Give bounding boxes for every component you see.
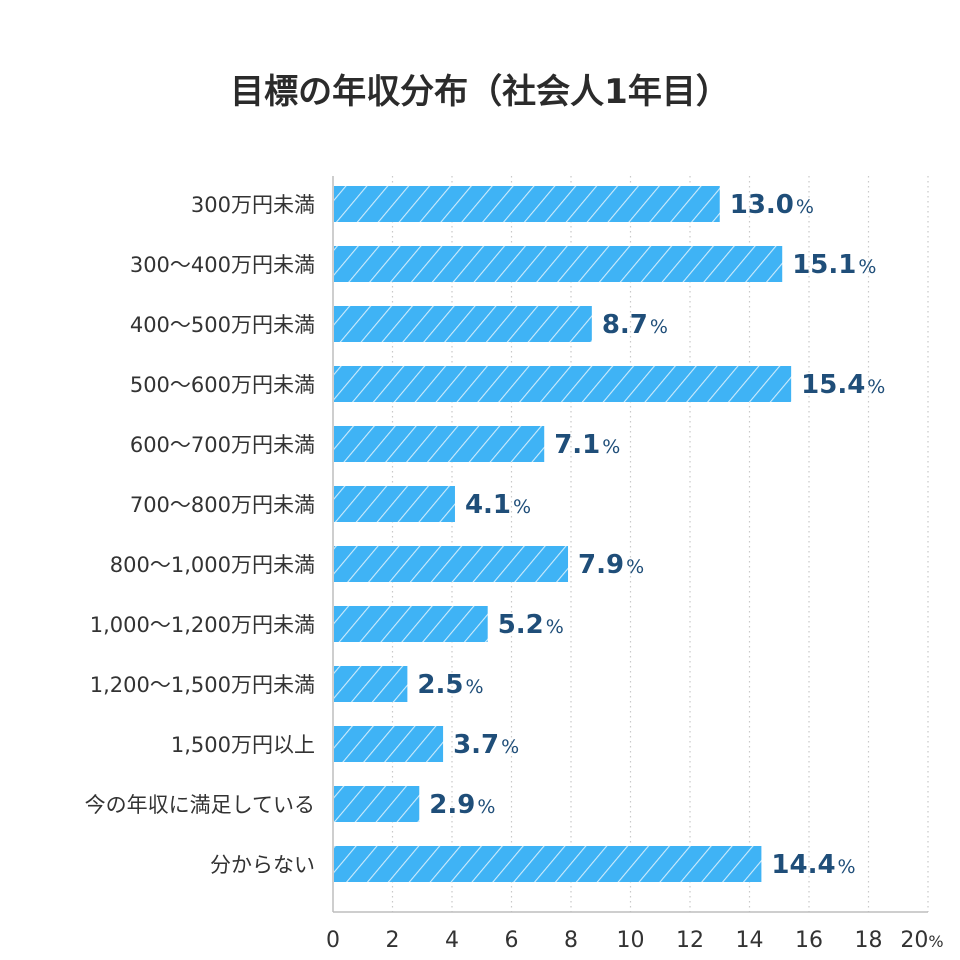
data-label-unit: % xyxy=(838,856,856,878)
category-label: 700〜800万円未満 xyxy=(130,493,315,517)
data-label-unit: % xyxy=(796,196,814,218)
data-label-unit: % xyxy=(867,376,885,398)
category-label: 1,200〜1,500万円未満 xyxy=(90,673,315,697)
data-label: 7.1% xyxy=(554,430,620,460)
data-label-unit: % xyxy=(546,616,564,638)
x-tick-value: 6 xyxy=(505,928,519,953)
data-label-value: 3.7 xyxy=(453,730,499,760)
bar xyxy=(334,246,783,282)
bar xyxy=(334,786,420,822)
x-axis: 0 2 4 6 8 10 12 14 16 18 20% xyxy=(326,176,944,953)
data-label-value: 7.9 xyxy=(578,550,624,580)
bars xyxy=(334,186,792,882)
x-tick-value: 14 xyxy=(736,928,764,953)
data-label-value: 5.2 xyxy=(498,610,544,640)
data-label-unit: % xyxy=(602,436,620,458)
bar xyxy=(334,426,545,462)
category-label: 800〜1,000万円未満 xyxy=(110,553,315,577)
x-tick-label: 8 xyxy=(564,928,578,953)
data-label-value: 14.4 xyxy=(771,850,835,880)
data-label: 15.4% xyxy=(801,370,885,400)
x-tick-value: 10 xyxy=(617,928,645,953)
data-label-unit: % xyxy=(650,316,668,338)
x-tick-value: 4 xyxy=(445,928,459,953)
x-tick-unit: % xyxy=(928,932,943,951)
data-label-unit: % xyxy=(501,736,519,758)
x-tick-value: 8 xyxy=(564,928,578,953)
x-tick-label: 18 xyxy=(855,928,883,953)
data-label: 4.1% xyxy=(465,490,531,520)
data-label: 15.1% xyxy=(792,250,876,280)
data-label-value: 13.0 xyxy=(730,190,794,220)
bar xyxy=(334,666,408,702)
category-label: 300〜400万円未満 xyxy=(130,253,315,277)
data-label-value: 2.5 xyxy=(417,670,463,700)
data-label: 2.9% xyxy=(429,790,495,820)
x-tick-label: 0 xyxy=(326,928,340,953)
x-tick-value: 20 xyxy=(900,928,928,953)
category-label: 600〜700万円未満 xyxy=(130,433,315,457)
category-label: 300万円未満 xyxy=(191,193,315,217)
data-label-unit: % xyxy=(858,256,876,278)
x-tick-value: 0 xyxy=(326,928,340,953)
bar xyxy=(334,186,720,222)
data-label-value: 15.4 xyxy=(801,370,865,400)
x-tick-value: 2 xyxy=(386,928,400,953)
x-tick-value: 12 xyxy=(676,928,704,953)
bar xyxy=(334,546,569,582)
bar xyxy=(334,846,762,882)
data-label: 5.2% xyxy=(498,610,564,640)
data-label: 2.5% xyxy=(417,670,483,700)
data-label-unit: % xyxy=(626,556,644,578)
data-label-value: 7.1 xyxy=(554,430,600,460)
data-label-value: 4.1 xyxy=(465,490,511,520)
bar xyxy=(334,486,455,522)
bar xyxy=(334,726,444,762)
category-label: 500〜600万円未満 xyxy=(130,373,315,397)
chart-title: 目標の年収分布（社会人1年目） xyxy=(230,72,730,112)
x-tick-label: 4 xyxy=(445,928,459,953)
x-tick-label: 10 xyxy=(617,928,645,953)
bar xyxy=(334,606,488,642)
x-tick-value: 16 xyxy=(795,928,823,953)
category-label: 400〜500万円未満 xyxy=(130,313,315,337)
x-tick-label: 16 xyxy=(795,928,823,953)
data-label: 8.7% xyxy=(602,310,668,340)
data-label-value: 2.9 xyxy=(429,790,475,820)
category-label: 1,000〜1,200万円未満 xyxy=(90,613,315,637)
category-label: 分からない xyxy=(210,853,315,877)
x-tick-label: 6 xyxy=(505,928,519,953)
bar xyxy=(334,366,792,402)
labels: 300万円未満 13.0 % 300〜400万円未満 15.1 % 400〜500万円未満 8… xyxy=(85,190,886,880)
data-label: 3.7% xyxy=(453,730,519,760)
data-label: 14.4% xyxy=(771,850,855,880)
x-tick-label: 20% xyxy=(900,928,943,953)
bar xyxy=(334,306,592,342)
data-label-unit: % xyxy=(513,496,531,518)
category-label: 1,500万円以上 xyxy=(171,733,315,757)
data-label: 7.9% xyxy=(578,550,644,580)
category-label: 今の年収に満足している xyxy=(85,793,315,817)
data-label-unit: % xyxy=(477,796,495,818)
x-tick-label: 14 xyxy=(736,928,764,953)
data-label-unit: % xyxy=(465,676,483,698)
x-tick-value: 18 xyxy=(855,928,883,953)
data-label: 13.0% xyxy=(730,190,814,220)
data-label-value: 8.7 xyxy=(602,310,648,340)
x-tick-label: 12 xyxy=(676,928,704,953)
data-label-value: 15.1 xyxy=(792,250,856,280)
x-tick-label: 2 xyxy=(386,928,400,953)
